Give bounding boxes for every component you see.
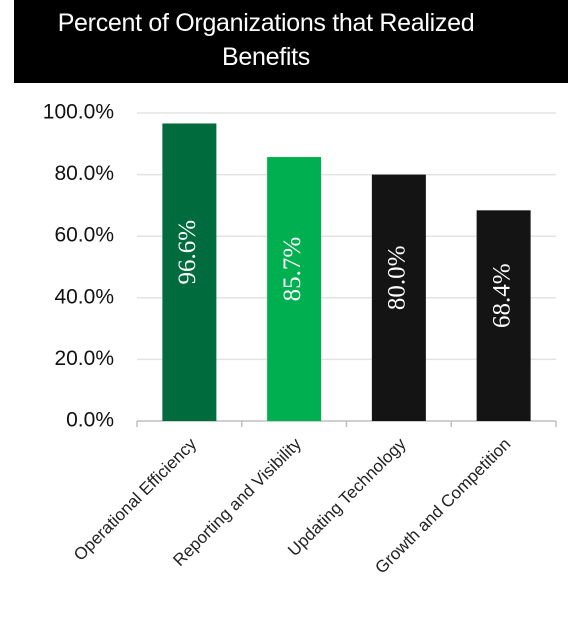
x-tick-label: Updating Technology: [284, 434, 410, 560]
bar[interactable]: [476, 210, 531, 421]
data-label: 96.6%: [174, 220, 201, 285]
y-tick-label: 100.0%: [43, 101, 114, 124]
data-label: 85.7%: [279, 237, 306, 302]
chart-title-bar: Percent of Organizations that Realized B…: [14, 0, 568, 83]
bar[interactable]: [371, 174, 426, 421]
bar[interactable]: [162, 123, 217, 422]
y-tick-label: 0.0%: [66, 409, 114, 432]
y-tick-label: 80.0%: [54, 162, 114, 185]
y-tick-label: 40.0%: [54, 285, 114, 308]
data-label: 68.4%: [488, 263, 515, 328]
y-tick-label: 60.0%: [54, 224, 114, 247]
data-label: 80.0%: [384, 246, 411, 311]
chart-title: Percent of Organizations that Realized B…: [57, 9, 475, 71]
y-tick-label: 20.0%: [54, 347, 114, 370]
bar[interactable]: [267, 157, 322, 421]
